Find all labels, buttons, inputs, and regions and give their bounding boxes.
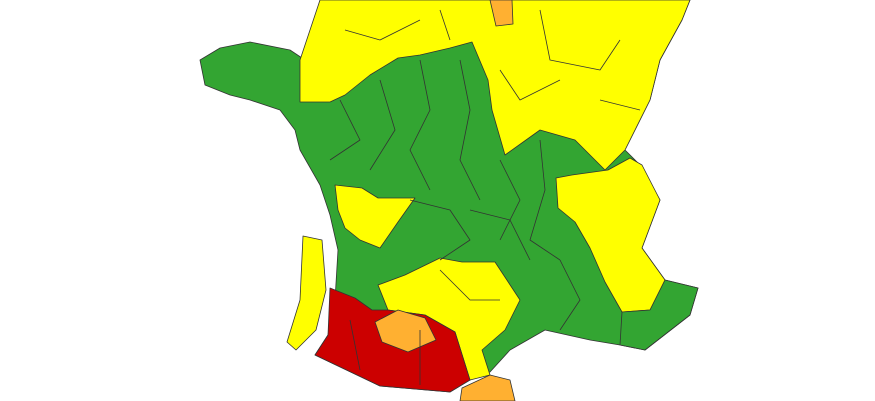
department-border xyxy=(439,269,500,301)
region-north xyxy=(299,0,691,171)
department-border xyxy=(409,199,471,261)
department-border xyxy=(469,209,531,261)
department-border xyxy=(499,69,561,101)
region-gers xyxy=(374,309,437,353)
department-border xyxy=(369,79,396,171)
region-pyrenees-east xyxy=(459,374,516,401)
department-border xyxy=(539,9,621,71)
region-north-small xyxy=(489,0,514,27)
department-border xyxy=(529,139,561,261)
department-border xyxy=(349,319,361,371)
region-charente xyxy=(334,184,416,249)
department-border xyxy=(439,9,451,41)
department-border xyxy=(409,59,431,191)
department-border xyxy=(499,159,521,241)
region-southeast xyxy=(619,279,699,351)
department-border xyxy=(559,259,581,331)
region-atlantic-strip xyxy=(286,235,327,351)
department-border xyxy=(459,59,481,201)
department-border xyxy=(344,19,421,41)
department-border xyxy=(329,99,361,161)
department-border xyxy=(599,99,641,111)
